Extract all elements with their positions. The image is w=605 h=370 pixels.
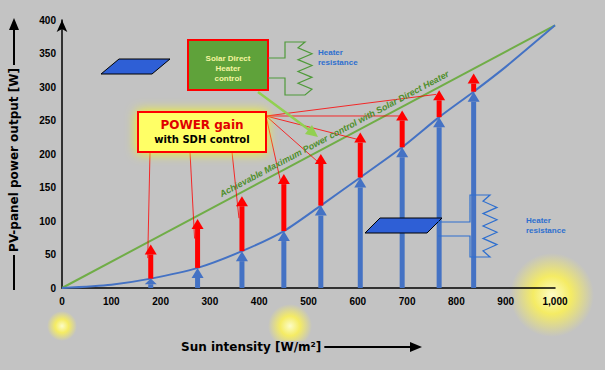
svg-text:300: 300 — [39, 82, 56, 93]
svg-text:POWER gain: POWER gain — [160, 118, 243, 132]
svg-text:control: control — [214, 74, 241, 83]
svg-text:1,000: 1,000 — [542, 296, 567, 307]
svg-text:100: 100 — [39, 216, 56, 227]
svg-text:Heater: Heater — [526, 216, 551, 225]
svg-text:50: 50 — [45, 249, 57, 260]
svg-text:with SDH control: with SDH control — [154, 134, 249, 145]
svg-text:600: 600 — [349, 296, 366, 307]
svg-text:resistance: resistance — [318, 58, 358, 67]
svg-text:Achievable Maximum Power contr: Achievable Maximum Power control with So… — [217, 69, 451, 200]
svg-text:800: 800 — [448, 296, 465, 307]
svg-text:250: 250 — [39, 115, 56, 126]
svg-text:200: 200 — [152, 296, 169, 307]
svg-text:resistance: resistance — [526, 226, 566, 235]
svg-text:0: 0 — [59, 296, 65, 307]
svg-text:Solar Direct: Solar Direct — [206, 54, 251, 63]
svg-text:400: 400 — [251, 296, 268, 307]
svg-text:Heater: Heater — [216, 64, 241, 73]
svg-text:PV-panel power output [W]: PV-panel power output [W] — [7, 68, 21, 252]
svg-text:400: 400 — [39, 15, 56, 26]
svg-text:700: 700 — [399, 296, 416, 307]
svg-text:350: 350 — [39, 48, 56, 59]
svg-text:Sun intensity [W/m²]: Sun intensity [W/m²] — [181, 340, 321, 354]
svg-text:200: 200 — [39, 149, 56, 160]
svg-text:300: 300 — [202, 296, 219, 307]
svg-text:0: 0 — [50, 283, 56, 294]
svg-text:500: 500 — [300, 296, 317, 307]
svg-text:150: 150 — [39, 182, 56, 193]
svg-text:900: 900 — [497, 296, 514, 307]
svg-text:Heater: Heater — [318, 48, 343, 57]
svg-text:100: 100 — [103, 296, 120, 307]
